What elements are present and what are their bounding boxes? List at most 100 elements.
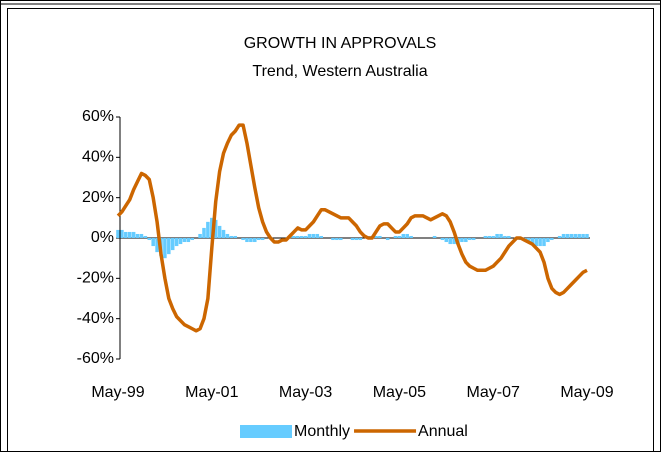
bar [233,235,238,238]
bar [139,233,144,238]
bar [499,233,503,238]
bar [225,233,230,238]
bar [397,235,402,238]
bar [542,238,546,247]
bar [339,238,343,241]
bar [182,238,187,243]
chart-subtitle: Trend, Western Australia [252,63,427,80]
x-tick-label: May-09 [560,384,613,401]
bar [303,235,308,238]
bar [131,231,136,238]
bar [151,238,155,247]
bar [221,229,226,238]
x-tick-label: May-99 [91,384,144,401]
bar [495,233,499,238]
bar [491,235,495,238]
annual-line [116,123,588,333]
bar [385,238,390,241]
bar [581,233,585,238]
bar [487,235,492,238]
bar [354,238,359,241]
y-tick-label: 60% [82,108,114,125]
x-tick-label: May-07 [467,384,520,401]
bar [127,231,132,238]
bar [217,225,222,238]
bar [507,235,511,238]
bar [534,238,538,247]
bar [440,238,445,241]
bar [448,238,452,245]
bar [530,238,535,245]
bar [471,238,476,241]
bar [124,231,128,238]
bar [573,233,578,238]
bar [526,238,531,243]
y-tick-label: -60% [77,350,114,367]
bar [374,235,378,238]
bar [557,235,562,238]
bar [401,233,406,238]
bar [452,238,456,245]
bar [405,233,409,238]
bar [155,238,159,253]
bar [409,235,413,238]
y-tick-label: -20% [77,270,114,287]
y-tick-label: 0% [91,229,114,246]
y-tick-label: -40% [77,310,114,327]
bar [245,238,249,243]
bar [315,233,320,238]
bar [467,238,472,241]
bar [163,238,167,259]
x-tick-label: May-03 [279,384,332,401]
legend-swatch [240,425,292,438]
bar [460,238,464,243]
bar [296,235,300,238]
bar [120,229,124,238]
bar [577,233,581,238]
bar [256,238,261,241]
bar [116,229,120,238]
bar [202,227,206,238]
bar [561,233,566,238]
bar [335,238,339,241]
bar [167,238,171,255]
bar [331,238,335,241]
bar [147,238,152,241]
chart-title: GROWTH IN APPROVALS [244,35,437,52]
bar [550,238,554,241]
bar [299,235,304,238]
bar [260,238,265,241]
bar [432,235,437,238]
bar [241,238,245,241]
bar [350,238,355,241]
bar [174,238,179,247]
bar [319,235,323,238]
bar [249,238,253,243]
bar [253,238,257,243]
bar [190,238,195,241]
bar [503,235,507,238]
bar [213,219,218,238]
x-tick-label: May-05 [373,384,426,401]
bar [546,238,550,243]
legend-label: Annual [418,423,468,440]
bar [292,235,296,238]
bar [378,235,382,238]
bar [444,238,449,243]
bar [307,233,312,238]
bar [565,233,570,238]
bar [569,233,574,238]
bar [585,233,589,238]
bar [186,238,191,243]
y-tick-label: 40% [82,149,114,166]
bar [483,235,488,238]
bar [538,238,542,247]
x-tick-label: May-01 [185,384,238,401]
bar [206,221,210,238]
bar [143,235,148,238]
bar [229,235,234,238]
bar [198,233,202,238]
